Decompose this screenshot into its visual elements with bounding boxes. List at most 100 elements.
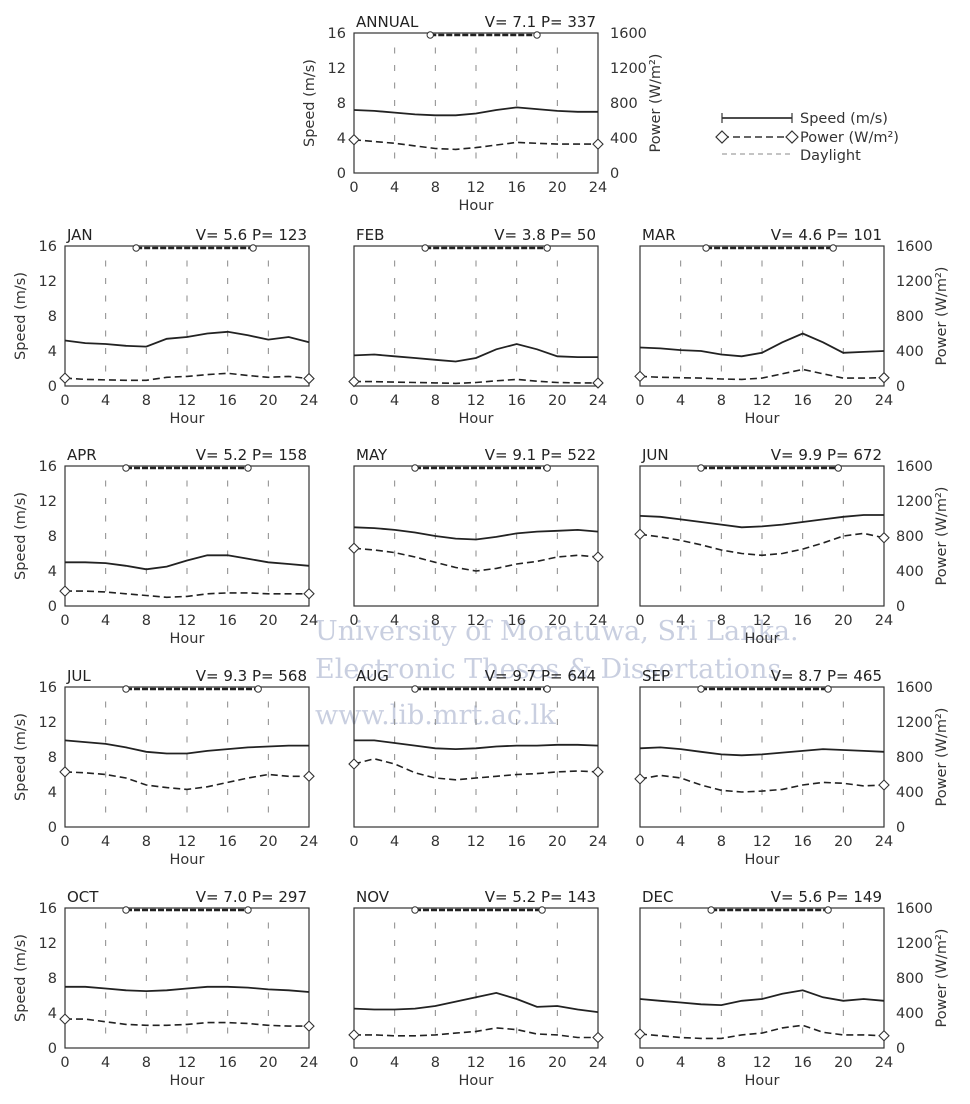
- power-endpoint-marker: [348, 758, 360, 770]
- y2-tick-label: 800: [610, 96, 638, 112]
- plot-frame: [353, 32, 599, 174]
- power-endpoint-marker: [878, 371, 890, 384]
- x-axis-label: Hour: [459, 411, 494, 427]
- daylight-start-marker: [122, 685, 130, 693]
- power-endpoint-marker: [592, 138, 604, 150]
- daylight-start-marker: [122, 906, 130, 914]
- chart-title: JUN: [641, 446, 669, 464]
- x-tick-label: 8: [142, 613, 151, 629]
- y-tick-label: 12: [39, 494, 57, 510]
- x-tick-label: 24: [875, 1055, 893, 1071]
- daylight-start-marker: [411, 685, 419, 693]
- legend-power-marker-right: [785, 130, 799, 144]
- x-tick-label: 8: [717, 393, 726, 409]
- y2-tick-label: 400: [896, 785, 924, 801]
- daylight-start-marker: [697, 464, 705, 472]
- x-tick-label: 0: [60, 1055, 69, 1071]
- series-speed-line: [353, 526, 599, 541]
- daylight-end-marker: [824, 685, 832, 693]
- x-tick-label: 16: [218, 393, 236, 409]
- series-speed-line: [64, 739, 309, 755]
- y2-tick-label: 1200: [896, 274, 933, 290]
- x-tick-label: 24: [300, 1055, 318, 1071]
- plot-frame: [353, 686, 599, 828]
- chart-title: APR: [67, 446, 97, 464]
- chart-vp-readout: V= 5.6 P= 149: [771, 888, 882, 906]
- daylight-end-marker: [254, 685, 262, 693]
- x-tick-label: 12: [467, 393, 485, 409]
- power-endpoint-marker: [348, 133, 360, 146]
- power-endpoint-marker: [303, 770, 315, 783]
- daylight-start-marker: [411, 906, 419, 914]
- chart-title: DEC: [642, 888, 674, 906]
- x-tick-label: 4: [390, 393, 399, 409]
- chart-title: SEP: [642, 667, 670, 685]
- y-tick-label: 16: [39, 239, 57, 255]
- power-endpoint-marker: [634, 370, 646, 383]
- x-tick-label: 24: [875, 834, 893, 850]
- watermark: University of Moratuwa, Sri Lanka. Elect…: [315, 616, 799, 731]
- y2-tick-label: 1200: [896, 494, 933, 510]
- chart-vp-readout: V= 5.2 P= 158: [196, 446, 307, 464]
- legend-daylight-label: Daylight: [800, 148, 861, 164]
- series-speed-line: [639, 332, 885, 358]
- legend: Speed (m/s) Power (W/m²) Daylight: [715, 111, 899, 164]
- chart-title: AUG: [356, 667, 389, 685]
- chart-oct: OCT V= 7.0 P= 297 0 4 8 12 16 20 24 Hour 0 4 8 12 16 Sp…: [13, 888, 318, 1089]
- y-tick-label: 0: [48, 599, 57, 615]
- x-tick-label: 12: [467, 834, 485, 850]
- daylight-end-marker: [249, 244, 257, 252]
- x-tick-label: 24: [875, 393, 893, 409]
- x-tick-label: 16: [507, 180, 525, 196]
- power-endpoint-marker: [634, 1028, 646, 1040]
- series-speed-line: [65, 985, 310, 993]
- power-endpoint-marker: [348, 1029, 360, 1041]
- power-endpoint-marker: [59, 585, 71, 597]
- x-axis-label: Hour: [459, 1073, 494, 1089]
- y2-tick-label: 0: [610, 166, 619, 182]
- plot-frame: [64, 465, 310, 607]
- x-tick-label: 16: [218, 834, 236, 850]
- power-endpoint-marker: [634, 528, 646, 541]
- x-tick-label: 20: [834, 613, 852, 629]
- x-tick-label: 24: [300, 834, 318, 850]
- chart-annual: ANNUAL V= 7.1 P= 337 0 4 8 12 16 20 24 Hour 0 4 8 12 1…: [302, 13, 664, 214]
- power-endpoint-marker: [878, 779, 890, 791]
- y2-tick-label: 1600: [896, 901, 933, 917]
- x-tick-label: 20: [834, 393, 852, 409]
- x-axis-label: Hour: [170, 1073, 205, 1089]
- daylight-end-marker: [834, 464, 842, 472]
- x-tick-label: 20: [259, 393, 277, 409]
- grid: [680, 480, 844, 592]
- grid: [394, 922, 558, 1034]
- plot-frame: [353, 907, 599, 1049]
- chart-vp-readout: V= 9.7 P= 644: [485, 667, 596, 685]
- plot-frame: [639, 907, 885, 1049]
- y2-tick-label: 400: [896, 1006, 924, 1022]
- x-tick-label: 4: [676, 834, 685, 850]
- x-axis-label: Hour: [170, 852, 205, 868]
- x-tick-label: 4: [390, 180, 399, 196]
- grid: [394, 480, 558, 592]
- x-tick-label: 0: [349, 1055, 358, 1071]
- x-axis-label: Hour: [170, 411, 205, 427]
- y-tick-label: 12: [328, 61, 346, 77]
- series-speed-line: [353, 106, 598, 117]
- y-tick-label: 16: [328, 26, 346, 42]
- x-tick-label: 24: [300, 393, 318, 409]
- x-tick-label: 0: [635, 393, 644, 409]
- y2-tick-label: 800: [896, 750, 924, 766]
- x-tick-label: 8: [431, 393, 440, 409]
- chart-vp-readout: V= 7.0 P= 297: [196, 888, 307, 906]
- x-tick-label: 24: [300, 613, 318, 629]
- power-endpoint-marker: [592, 1031, 604, 1044]
- x-tick-label: 16: [793, 1055, 811, 1071]
- x-tick-label: 24: [875, 613, 893, 629]
- y-axis-label: Speed (m/s): [13, 272, 29, 360]
- x-tick-label: 12: [467, 613, 485, 629]
- daylight-end-marker: [244, 464, 252, 472]
- x-tick-label: 20: [259, 834, 277, 850]
- x-tick-label: 8: [431, 180, 440, 196]
- chart-vp-readout: V= 8.7 P= 465: [771, 667, 882, 685]
